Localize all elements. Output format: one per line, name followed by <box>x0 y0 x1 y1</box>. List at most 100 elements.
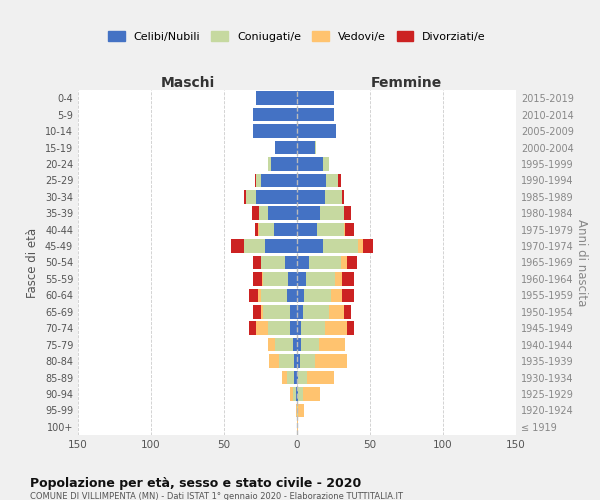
Bar <box>344 223 345 236</box>
Bar <box>287 371 294 384</box>
Bar <box>290 387 293 400</box>
Bar <box>293 338 297 351</box>
Bar <box>296 404 297 417</box>
Bar <box>344 305 351 318</box>
Bar <box>301 322 325 335</box>
Bar <box>246 190 256 203</box>
Bar <box>287 288 297 302</box>
Y-axis label: Fasce di età: Fasce di età <box>26 228 39 298</box>
Bar <box>297 272 306 285</box>
Bar <box>341 256 347 269</box>
Bar <box>249 322 256 335</box>
Bar <box>262 272 263 285</box>
Text: COMUNE DI VILLIMPENTA (MN) - Dati ISTAT 1° gennaio 2020 - Elaborazione TUTTITALI: COMUNE DI VILLIMPENTA (MN) - Dati ISTAT … <box>30 492 403 500</box>
Bar <box>288 272 297 285</box>
Bar <box>303 387 320 400</box>
Bar <box>254 174 256 187</box>
Bar <box>244 190 246 203</box>
Bar <box>232 240 244 253</box>
Bar <box>314 141 316 154</box>
Bar <box>319 338 345 351</box>
Bar <box>297 141 314 154</box>
Bar <box>293 387 296 400</box>
Bar <box>257 223 259 236</box>
Bar <box>297 174 326 187</box>
Bar <box>269 354 280 368</box>
Bar <box>297 404 298 417</box>
Bar <box>297 256 308 269</box>
Bar <box>342 288 354 302</box>
Bar <box>263 305 290 318</box>
Bar <box>294 371 297 384</box>
Bar <box>290 305 297 318</box>
Bar <box>256 92 297 105</box>
Bar <box>294 354 297 368</box>
Bar <box>253 108 297 122</box>
Bar <box>280 354 294 368</box>
Bar <box>253 272 262 285</box>
Bar <box>271 157 297 170</box>
Bar <box>301 338 319 351</box>
Bar <box>259 206 268 220</box>
Bar <box>297 206 320 220</box>
Bar <box>297 124 337 138</box>
Bar <box>244 240 265 253</box>
Bar <box>257 288 260 302</box>
Bar <box>347 322 354 335</box>
Bar <box>345 223 354 236</box>
Bar <box>252 206 259 220</box>
Bar <box>256 174 260 187</box>
Bar <box>297 240 323 253</box>
Bar <box>297 387 298 400</box>
Bar <box>253 256 260 269</box>
Bar <box>342 272 354 285</box>
Bar <box>296 387 297 400</box>
Bar <box>304 288 331 302</box>
Bar <box>275 338 293 351</box>
Bar <box>253 305 260 318</box>
Bar <box>259 223 274 236</box>
Bar <box>297 223 317 236</box>
Bar <box>260 256 286 269</box>
Bar <box>275 141 297 154</box>
Bar <box>256 322 268 335</box>
Text: Femmine: Femmine <box>371 76 442 90</box>
Bar <box>249 288 257 302</box>
Bar <box>325 322 347 335</box>
Bar <box>265 240 297 253</box>
Bar <box>317 223 344 236</box>
Bar <box>297 190 325 203</box>
Bar <box>314 354 347 368</box>
Bar <box>307 371 334 384</box>
Bar <box>256 190 297 203</box>
Bar <box>303 305 329 318</box>
Bar <box>286 256 297 269</box>
Bar <box>268 322 290 335</box>
Bar <box>283 371 287 384</box>
Bar <box>325 190 342 203</box>
Bar <box>263 272 288 285</box>
Bar <box>260 288 287 302</box>
Bar <box>268 338 275 351</box>
Text: Popolazione per età, sesso e stato civile - 2020: Popolazione per età, sesso e stato civil… <box>30 478 361 490</box>
Bar <box>323 240 358 253</box>
Bar <box>268 206 297 220</box>
Bar <box>362 240 373 253</box>
Bar <box>297 157 323 170</box>
Bar <box>297 305 303 318</box>
Bar <box>268 157 271 170</box>
Y-axis label: Anni di nascita: Anni di nascita <box>575 219 587 306</box>
Bar <box>329 305 344 318</box>
Bar <box>297 420 298 434</box>
Bar <box>297 92 334 105</box>
Bar <box>342 190 344 203</box>
Bar <box>298 387 303 400</box>
Legend: Celibi/Nubili, Coniugati/e, Vedovi/e, Divorziati/e: Celibi/Nubili, Coniugati/e, Vedovi/e, Di… <box>104 26 490 46</box>
Bar <box>297 371 298 384</box>
Bar <box>274 223 297 236</box>
Bar <box>344 206 351 220</box>
Bar <box>338 174 341 187</box>
Bar <box>306 272 335 285</box>
Bar <box>290 322 297 335</box>
Bar <box>260 305 263 318</box>
